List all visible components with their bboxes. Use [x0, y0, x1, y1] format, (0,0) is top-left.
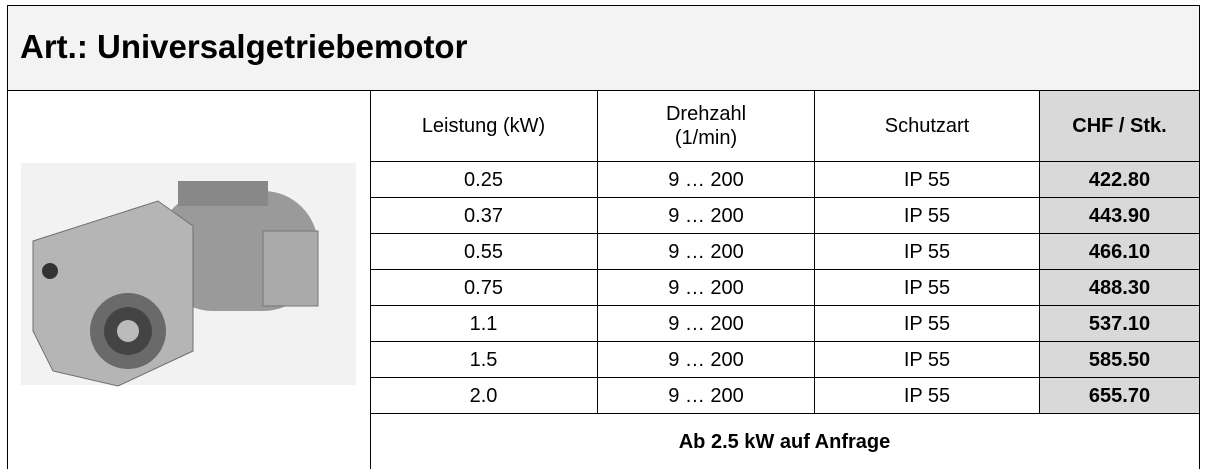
- table-cell: IP 55: [815, 234, 1040, 270]
- table-cell: 9 … 200: [598, 378, 815, 414]
- table-cell: 1.5: [370, 342, 598, 378]
- table-cell: 9 … 200: [598, 342, 815, 378]
- table-cell: 0.25: [370, 162, 598, 198]
- header: Art.: Universalgetriebemotor: [7, 5, 1200, 91]
- table-cell: 0.75: [370, 270, 598, 306]
- column-header: Leistung (kW): [370, 91, 598, 162]
- column-header: CHF / Stk.: [1040, 91, 1200, 162]
- table-cell: 0.55: [370, 234, 598, 270]
- product-image: [8, 91, 370, 469]
- table-cell: 9 … 200: [598, 198, 815, 234]
- title: Art.: Universalgetriebemotor: [20, 28, 467, 66]
- table-footer: Ab 2.5 kW auf Anfrage: [370, 414, 1200, 469]
- table-cell: IP 55: [815, 162, 1040, 198]
- table-cell: 9 … 200: [598, 234, 815, 270]
- table-cell: 2.0: [370, 378, 598, 414]
- table-cell: IP 55: [815, 342, 1040, 378]
- price-cell: 422.80: [1040, 162, 1200, 198]
- column-header: Drehzahl (1/min): [598, 91, 815, 162]
- table-cell: 1.1: [370, 306, 598, 342]
- price-cell: 466.10: [1040, 234, 1200, 270]
- page: Art.: Universalgetriebemotor Leistung (k…: [0, 0, 1210, 469]
- column-header: Schutzart: [815, 91, 1040, 162]
- price-cell: 537.10: [1040, 306, 1200, 342]
- table-cell: 0.37: [370, 198, 598, 234]
- table-cell: IP 55: [815, 306, 1040, 342]
- price-cell: 443.90: [1040, 198, 1200, 234]
- table-cell: IP 55: [815, 198, 1040, 234]
- price-cell: 585.50: [1040, 342, 1200, 378]
- price-cell: 488.30: [1040, 270, 1200, 306]
- table-cell: IP 55: [815, 378, 1040, 414]
- image-cell: [7, 91, 371, 469]
- price-cell: 655.70: [1040, 378, 1200, 414]
- table-cell: 9 … 200: [598, 270, 815, 306]
- table-cell: IP 55: [815, 270, 1040, 306]
- table-cell: 9 … 200: [598, 306, 815, 342]
- table-cell: 9 … 200: [598, 162, 815, 198]
